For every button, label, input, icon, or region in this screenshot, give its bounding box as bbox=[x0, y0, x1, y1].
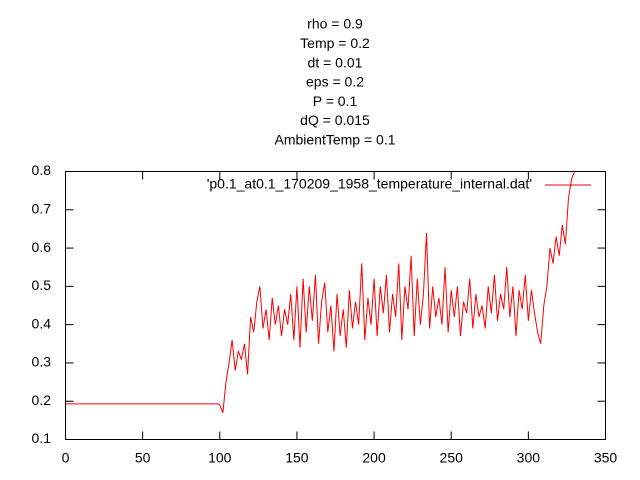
chart-title: P = 0.1 bbox=[313, 93, 358, 109]
y-tick-label: 0.8 bbox=[32, 162, 52, 178]
x-tick-label: 250 bbox=[440, 450, 464, 466]
chart-title: dt = 0.01 bbox=[308, 54, 363, 70]
y-tick-label: 0.4 bbox=[32, 315, 52, 331]
data-line bbox=[65, 171, 576, 413]
chart-title: Temp = 0.2 bbox=[300, 35, 370, 51]
chart-title: AmbientTemp = 0.1 bbox=[274, 132, 395, 148]
legend-label: 'p0.1_at0.1_170209_1958_temperature_inte… bbox=[207, 176, 532, 192]
x-tick-label: 200 bbox=[362, 450, 386, 466]
plot-frame bbox=[65, 171, 606, 440]
y-tick-label: 0.2 bbox=[32, 392, 52, 408]
chart-title: rho = 0.9 bbox=[307, 16, 363, 32]
y-tick-label: 0.7 bbox=[32, 200, 52, 216]
y-tick-label: 0.3 bbox=[32, 354, 52, 370]
y-tick-label: 0.5 bbox=[32, 277, 52, 293]
x-tick-label: 100 bbox=[208, 450, 232, 466]
y-tick-label: 0.1 bbox=[32, 430, 52, 446]
x-tick-label: 350 bbox=[594, 450, 618, 466]
x-tick-label: 50 bbox=[135, 450, 151, 466]
y-tick-label: 0.6 bbox=[32, 239, 52, 255]
x-tick-label: 0 bbox=[62, 450, 70, 466]
x-tick-label: 300 bbox=[517, 450, 541, 466]
x-tick-label: 150 bbox=[285, 450, 309, 466]
chart-title: eps = 0.2 bbox=[306, 74, 364, 90]
chart-title: dQ = 0.015 bbox=[300, 112, 370, 128]
